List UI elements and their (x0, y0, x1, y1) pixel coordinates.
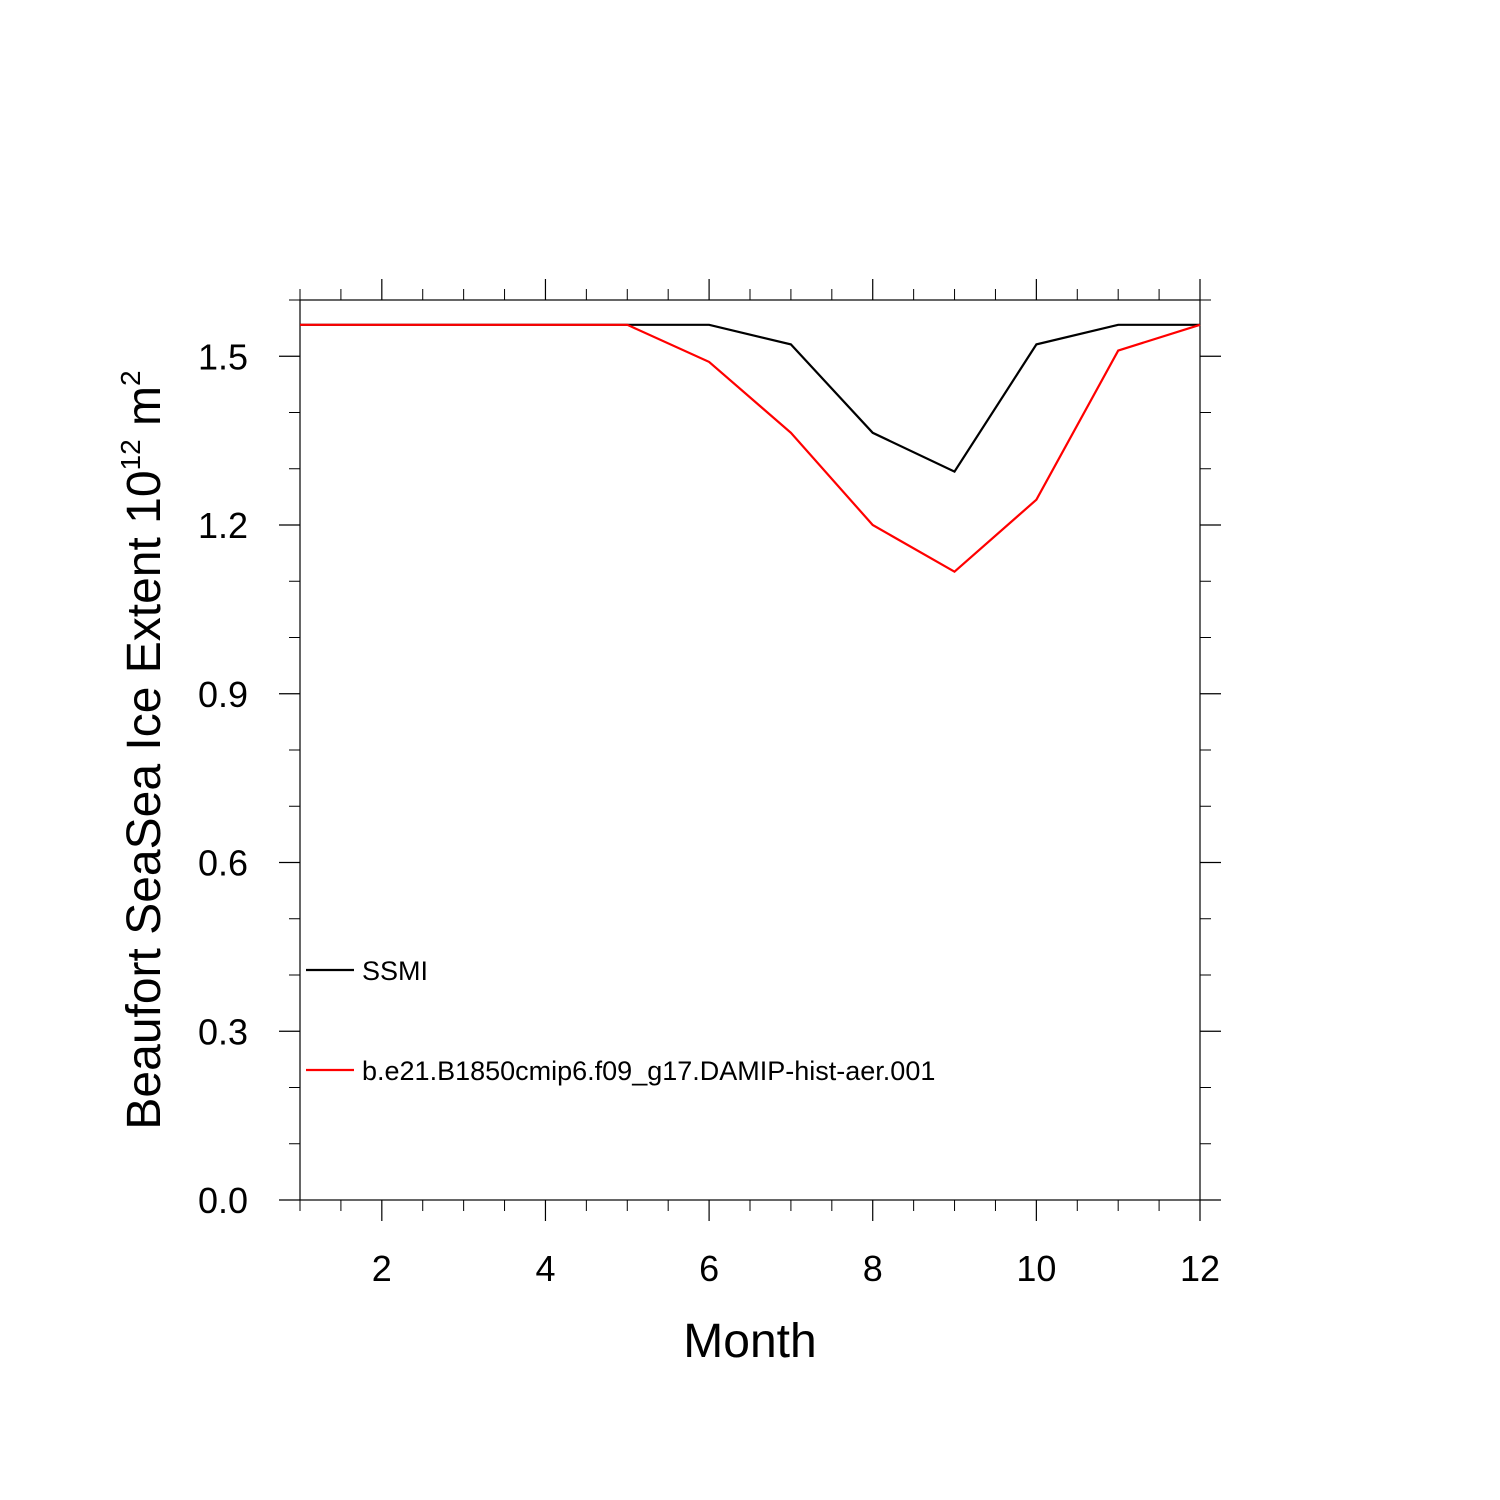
y-axis-title-unit-exponent: 2 (115, 370, 146, 386)
y-tick-label: 1.2 (198, 505, 248, 546)
legend: SSMI b.e21.B1850cmip6.f09_g17.DAMIP-hist-… (306, 956, 935, 1086)
x-tick-label: 8 (863, 1248, 883, 1289)
y-tick-label: 0.9 (198, 674, 248, 715)
series-layer (300, 323, 1201, 574)
y-axis-title-unit: m (118, 386, 171, 439)
y-tick-label: 1.5 (198, 336, 248, 377)
legend-label: SSMI (362, 956, 428, 986)
tick-labels: 2 4 6 8 10 12 0.0 0.3 0.6 0.9 1.2 1.5 (198, 336, 1220, 1289)
y-axis-title: Beaufort SeaSea Ice Extent 1012 m2 (115, 370, 171, 1129)
legend-label: b.e21.B1850cmip6.f09_g17.DAMIP-hist-aer.… (362, 1056, 935, 1086)
x-axis-title: Month (683, 1315, 816, 1368)
y-tick-label: 0.0 (198, 1180, 248, 1221)
x-tick-label: 10 (1016, 1248, 1056, 1289)
x-tick-label: 12 (1180, 1248, 1220, 1289)
y-axis-title-exponent: 12 (115, 439, 146, 470)
x-tick-label: 4 (535, 1248, 555, 1289)
series-line-2 (300, 323, 1201, 574)
x-tick-label: 6 (699, 1248, 719, 1289)
y-axis-title-main: Beaufort SeaSea Ice Extent 10 (118, 470, 171, 1129)
x-tick-label: 2 (372, 1248, 392, 1289)
y-tick-label: 0.6 (198, 843, 248, 884)
y-tick-label: 0.3 (198, 1011, 248, 1052)
axis-ticks (279, 279, 1221, 1221)
